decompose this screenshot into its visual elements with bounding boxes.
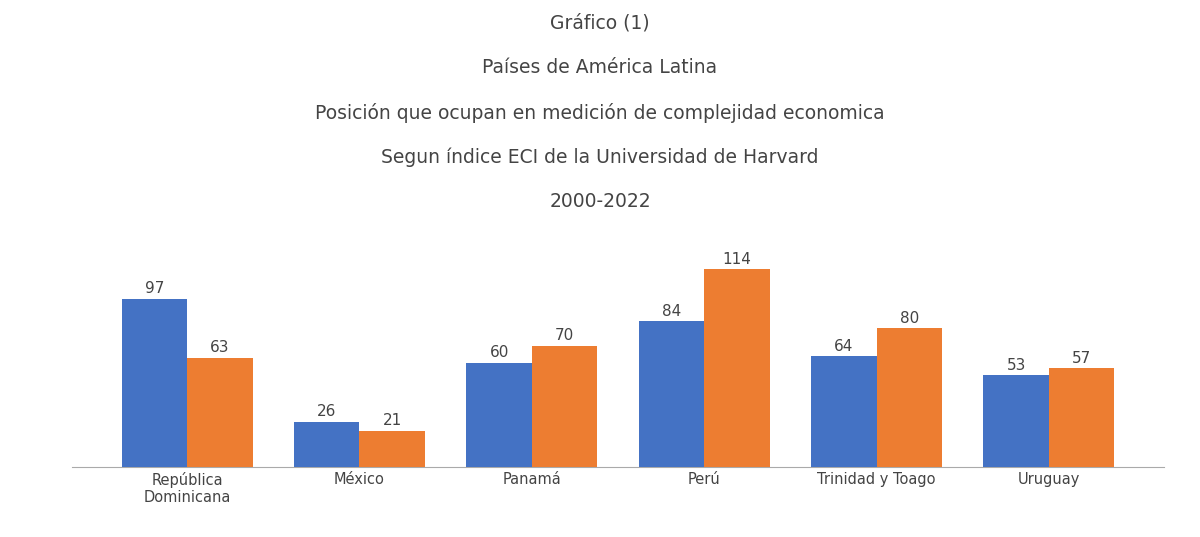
Text: 63: 63 (210, 340, 229, 355)
Bar (121, 299, 187, 467)
Bar (294, 422, 360, 467)
Text: Posición que ocupan en medición de complejidad economica: Posición que ocupan en medición de compl… (316, 103, 884, 122)
Text: 57: 57 (1072, 351, 1091, 366)
Text: 97: 97 (145, 281, 164, 296)
Bar (1049, 368, 1115, 467)
Bar (983, 375, 1049, 467)
Text: Gráfico (1): Gráfico (1) (550, 13, 650, 32)
Bar (187, 358, 253, 467)
Text: 21: 21 (383, 413, 402, 428)
Text: 80: 80 (900, 311, 919, 326)
Bar (811, 356, 876, 467)
Bar (467, 363, 532, 467)
Bar (876, 329, 942, 467)
Text: 84: 84 (662, 304, 682, 319)
Text: 2000-2022: 2000-2022 (550, 192, 650, 211)
Text: 114: 114 (722, 252, 751, 267)
Text: 53: 53 (1007, 358, 1026, 373)
Bar (704, 270, 769, 467)
Text: 26: 26 (317, 404, 336, 419)
Bar (360, 431, 425, 467)
Bar (532, 346, 598, 467)
Text: 60: 60 (490, 345, 509, 360)
Text: Segun índice ECI de la Universidad de Harvard: Segun índice ECI de la Universidad de Ha… (382, 147, 818, 166)
Bar (638, 322, 704, 467)
Text: Países de América Latina: Países de América Latina (482, 58, 718, 77)
Text: 70: 70 (554, 328, 574, 343)
Text: 64: 64 (834, 338, 853, 353)
